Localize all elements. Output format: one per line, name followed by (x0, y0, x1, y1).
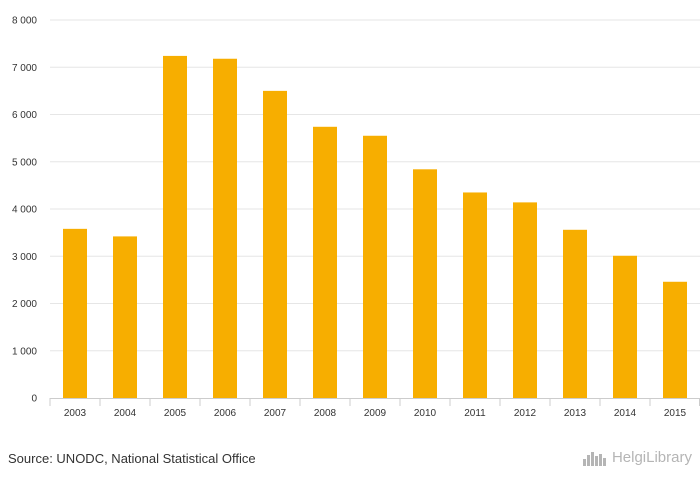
x-tick-label: 2014 (614, 408, 637, 419)
bar-2015 (663, 281, 687, 398)
bar-2003 (63, 228, 87, 398)
bar-2014 (613, 255, 637, 398)
x-tick-label: 2005 (164, 408, 187, 419)
bar-2004 (113, 236, 137, 398)
y-tick-label: 3 000 (12, 252, 37, 263)
brand-logo: HelgiLibrary (582, 449, 692, 466)
bar-2007 (263, 90, 287, 398)
y-tick-label: 0 (31, 394, 37, 405)
city-skyline-icon (582, 451, 606, 466)
x-axis: 2003 2004 2005 2006 2007 2008 2009 2010 2011 2012… (49, 398, 700, 419)
x-tick-label: 2012 (514, 408, 537, 419)
bar-2005 (163, 55, 187, 398)
y-tick-label: 5 000 (12, 157, 37, 168)
y-tick-label: 6 000 (12, 110, 37, 121)
bar-2011 (463, 192, 487, 398)
y-axis: 0 1 000 2 000 3 000 4 000 5 000 6 000 7 000 8 00… (12, 16, 37, 405)
bars (63, 55, 687, 399)
x-tick-label: 2009 (364, 408, 387, 419)
y-tick-label: 8 000 (12, 16, 37, 27)
x-tick-label: 2004 (114, 408, 137, 419)
x-tick-label: 2008 (314, 408, 337, 419)
x-tick-label: 2010 (414, 408, 437, 419)
x-tick-label: 2006 (214, 408, 237, 419)
bar-2006 (213, 58, 237, 399)
x-tick-label: 2003 (64, 408, 87, 419)
y-tick-label: 1 000 (12, 346, 37, 357)
x-tick-label: 2007 (264, 408, 287, 419)
bar-2013 (563, 229, 587, 398)
source-note: Source: UNODC, National Statistical Offi… (8, 451, 256, 466)
y-tick-label: 4 000 (12, 205, 37, 216)
x-tick-label: 2015 (664, 408, 687, 419)
x-tick-label: 2013 (564, 408, 587, 419)
y-tick-label: 2 000 (12, 299, 37, 310)
y-tick-label: 7 000 (12, 63, 37, 74)
brand-name: HelgiLibrary (611, 449, 692, 466)
x-tick-label: 2011 (464, 408, 486, 419)
bar-2010 (413, 169, 437, 398)
bar-2009 (363, 135, 387, 398)
bar-2012 (513, 202, 537, 398)
bar-2008 (313, 126, 337, 398)
